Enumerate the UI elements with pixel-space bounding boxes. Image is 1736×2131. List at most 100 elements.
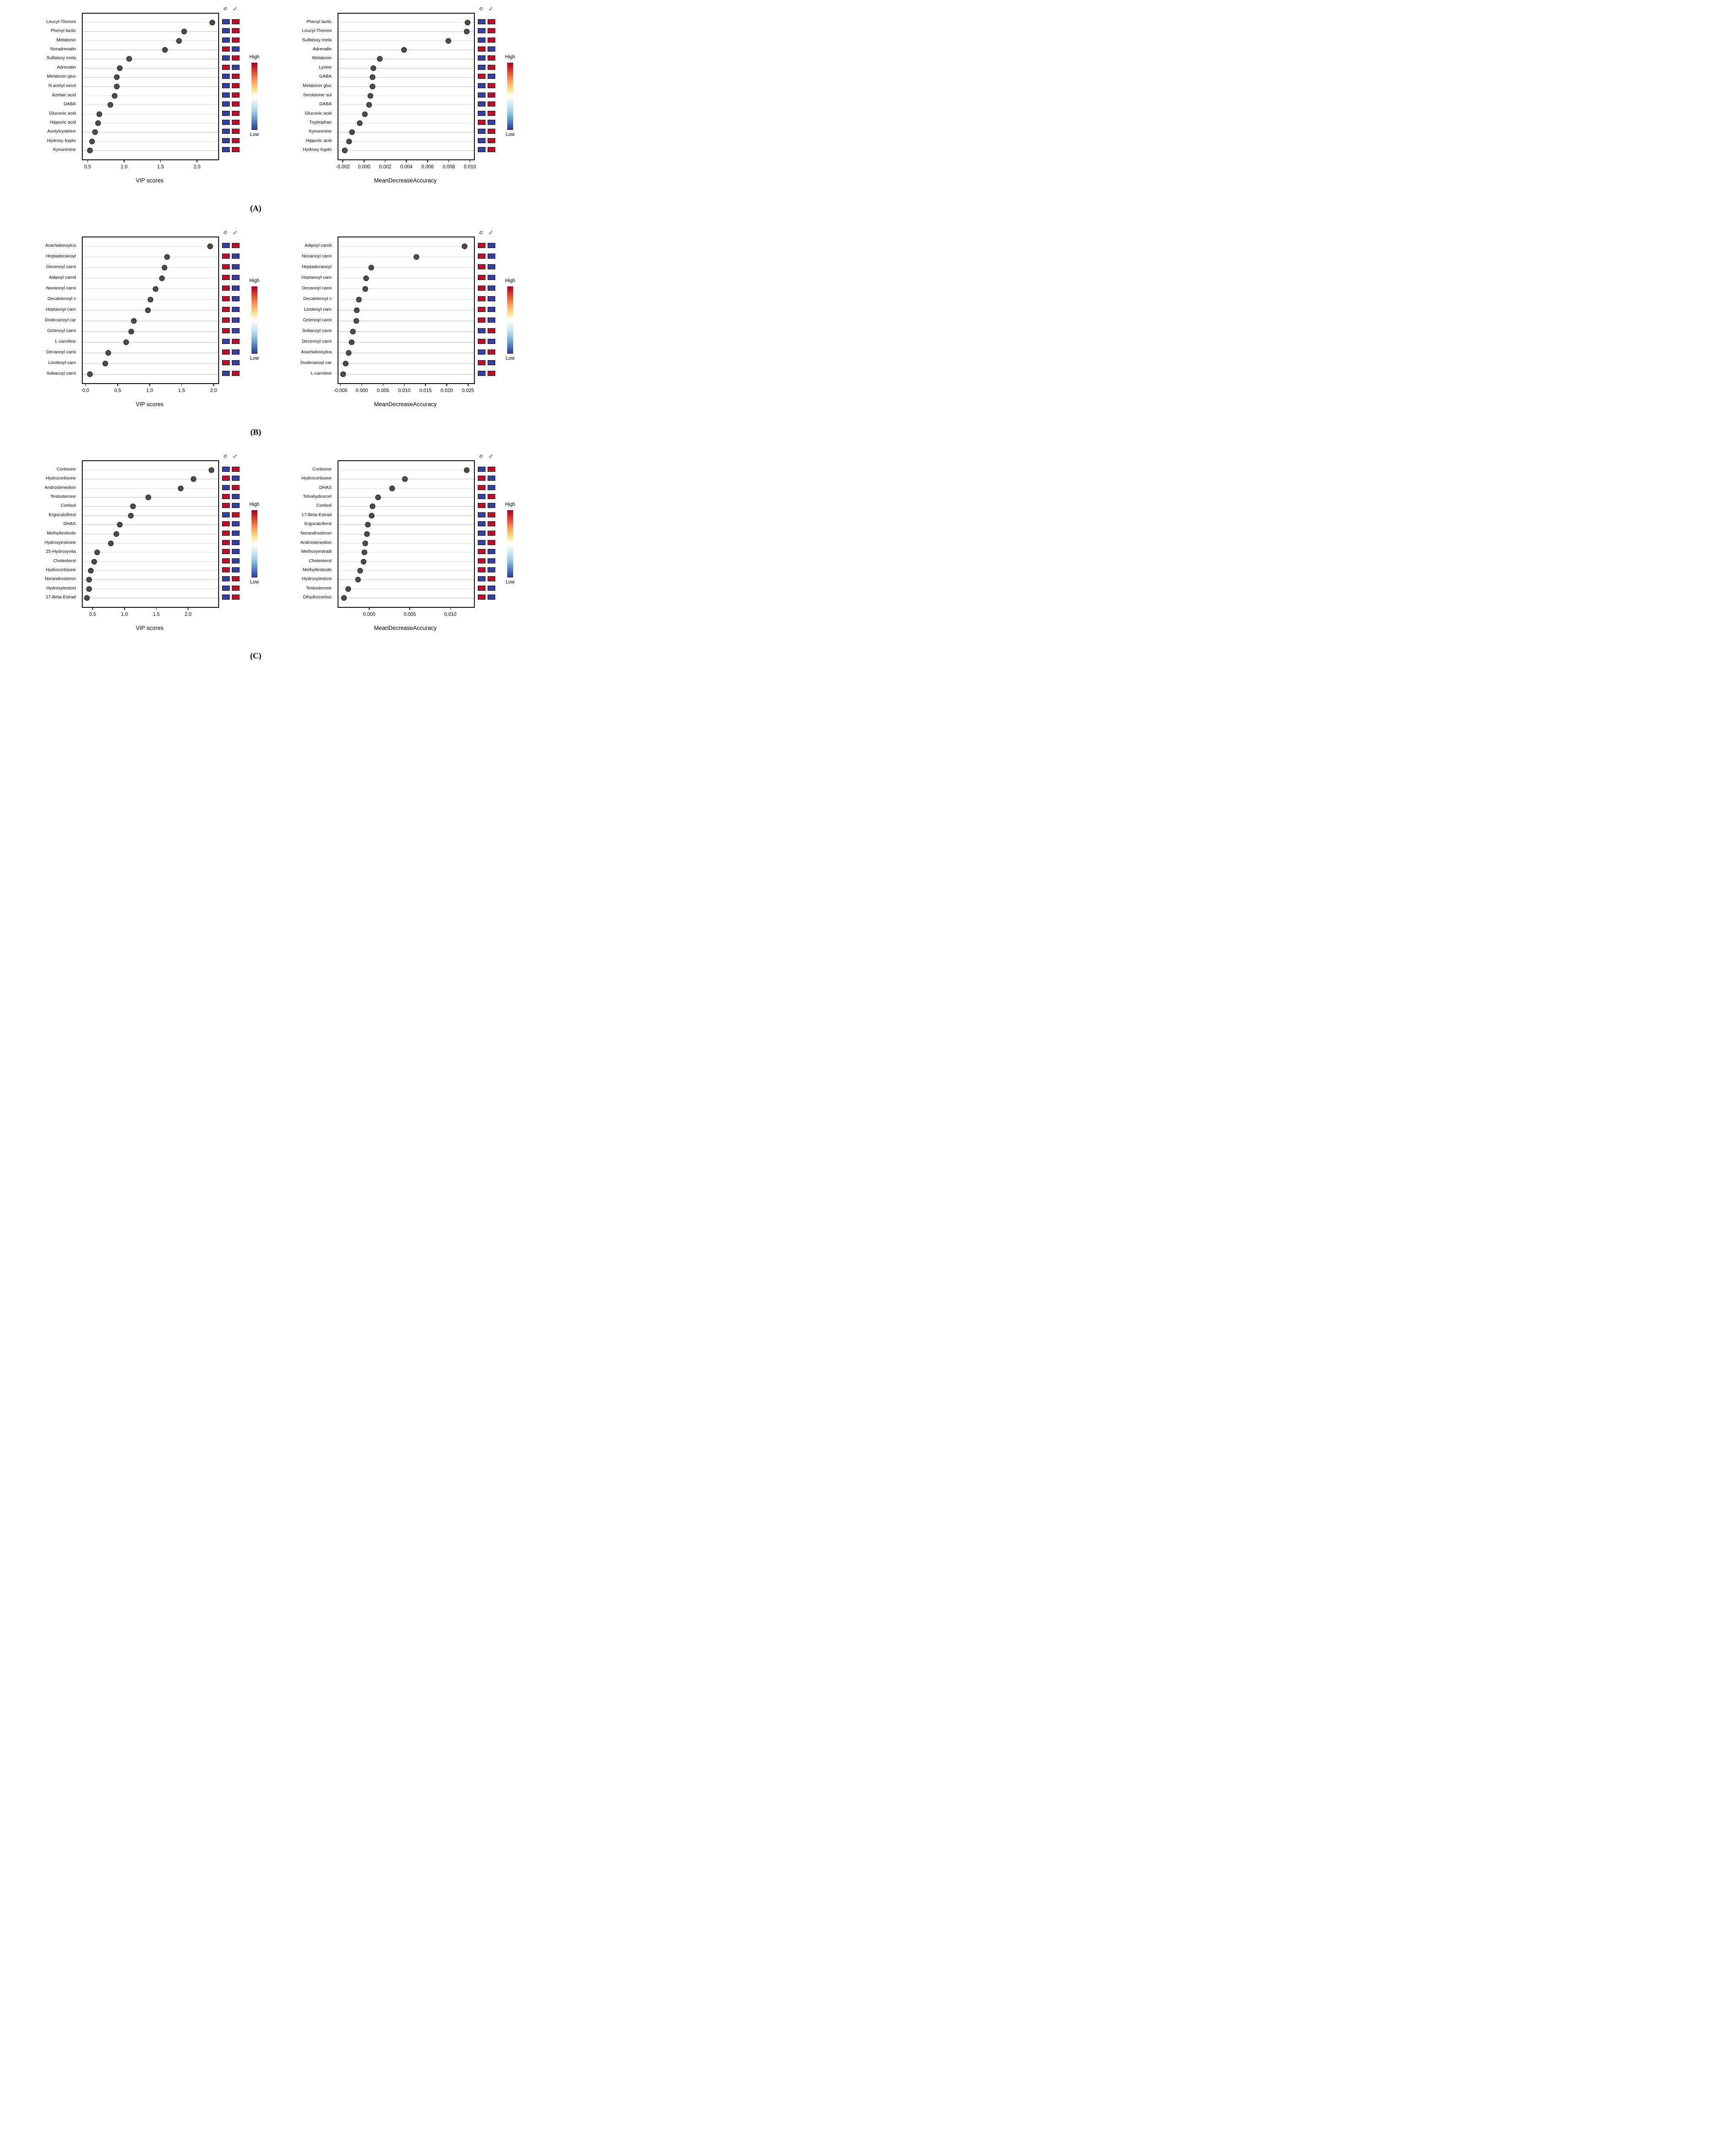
heat-cell — [232, 65, 240, 70]
heat-cell — [478, 274, 485, 280]
colorbar-gradient — [251, 510, 257, 578]
section-c-tag: (C) — [250, 652, 262, 661]
heat-cell — [488, 129, 495, 134]
category-label: Hydroxy trypto — [47, 138, 76, 143]
heat-cell — [222, 476, 230, 481]
heat-cell — [488, 296, 495, 301]
colorbar-low-label: Low — [505, 132, 515, 137]
gridline — [338, 31, 474, 32]
data-point — [123, 339, 129, 345]
category-label: Dodecanoyl car — [45, 318, 76, 323]
x-tick-label: 0.000 — [358, 165, 370, 170]
x-tick — [188, 607, 189, 610]
category-label: GABA — [319, 74, 332, 79]
data-point — [350, 329, 356, 335]
data-point — [105, 350, 111, 356]
category-label: Decenoyl carni — [302, 339, 332, 344]
category-label: Cortisone — [57, 466, 76, 472]
heat-cell — [478, 466, 485, 472]
heat-cell — [232, 466, 240, 472]
heat-cell — [488, 585, 495, 591]
heat-cell — [222, 147, 230, 153]
gridline — [338, 267, 474, 268]
heat-cell — [478, 74, 485, 79]
heat-cell — [222, 55, 230, 61]
section-b: Arachidonoylca Heptadecanoyl Decenoyl carn… — [0, 224, 515, 448]
data-point — [462, 243, 468, 249]
colorbar-low-label: Low — [250, 580, 259, 585]
category-label: Hydroxyestrone — [44, 540, 76, 545]
gridline — [83, 374, 218, 375]
gridline — [83, 68, 218, 69]
heat-cell — [232, 264, 240, 269]
heat-cell — [222, 466, 230, 472]
heat-cell — [488, 65, 495, 70]
x-tick — [469, 159, 471, 162]
data-point — [112, 93, 118, 98]
heat-cell — [222, 371, 230, 376]
plot-area — [338, 237, 475, 384]
heat-cell — [232, 567, 240, 572]
gridline — [83, 245, 218, 247]
plot-area — [338, 13, 475, 160]
category-label: Adipoyl carnit — [49, 274, 76, 280]
heat-cell — [232, 360, 240, 366]
data-point — [353, 318, 359, 324]
category-label: Linoleoyl carn — [48, 360, 76, 366]
heat-cell — [488, 371, 495, 376]
x-axis: -0.002 0.000 0.002 0.004 0.006 0.008 0.010 — [336, 159, 476, 177]
x-tick-label: 0.5 — [114, 388, 121, 393]
gridline — [338, 342, 474, 343]
heat-cell — [488, 253, 495, 259]
heat-cell — [488, 339, 495, 344]
data-point — [366, 102, 372, 108]
data-point — [413, 254, 419, 260]
x-axis-title: MeanDecreaseAccuracy — [374, 401, 437, 407]
category-label: Androstenedion — [44, 485, 76, 490]
colorbar-low-label: Low — [250, 356, 259, 361]
heat-cell — [232, 558, 240, 563]
colorbar-gradient — [507, 63, 513, 130]
heat-cell — [488, 274, 495, 280]
heat-cell — [488, 503, 495, 508]
colorbar-low-label: Low — [505, 580, 515, 585]
gridline — [338, 150, 474, 151]
x-tick-label: 1.5 — [153, 612, 160, 617]
heat-col-header-1: 1 — [488, 230, 494, 236]
category-label: Methyltestoste — [303, 567, 332, 572]
x-tick-label: 0.008 — [442, 165, 455, 170]
heat-cell — [232, 595, 240, 600]
heat-cell — [222, 83, 230, 88]
heat-cell — [478, 46, 485, 52]
gridline — [83, 267, 218, 268]
heat-cell — [488, 101, 495, 107]
category-label: Sulfatoxy mela — [46, 55, 76, 61]
x-axis: -0.005 0.000 0.005 0.010 0.015 0.020 0.025 — [334, 383, 474, 401]
colorbar-legend: High Low — [245, 237, 271, 382]
data-point — [128, 513, 134, 519]
heat-cell — [222, 101, 230, 107]
x-tick — [361, 383, 362, 386]
heat-cell — [478, 585, 485, 591]
gridline — [338, 374, 474, 375]
heat-cell — [488, 46, 495, 52]
category-label: Testosterone — [306, 585, 332, 591]
data-point — [207, 243, 213, 249]
heat-cell — [488, 110, 495, 116]
colorbar-high-label: High — [249, 55, 260, 60]
x-tick-label: 0.005 — [377, 388, 390, 393]
category-label: Norandrosteron — [300, 531, 332, 536]
gridline — [83, 31, 218, 32]
x-tick-label: -0.005 — [333, 388, 348, 393]
x-tick — [156, 607, 157, 610]
category-label: Ergocalciferol — [304, 521, 332, 527]
gridline — [338, 524, 474, 526]
heat-cell — [222, 274, 230, 280]
gridline — [338, 86, 474, 87]
figure-root: Leucyl-Threoni Phenyl lactic Melatonin Nora… — [0, 0, 515, 671]
data-point — [84, 595, 90, 601]
gridline — [83, 469, 218, 471]
